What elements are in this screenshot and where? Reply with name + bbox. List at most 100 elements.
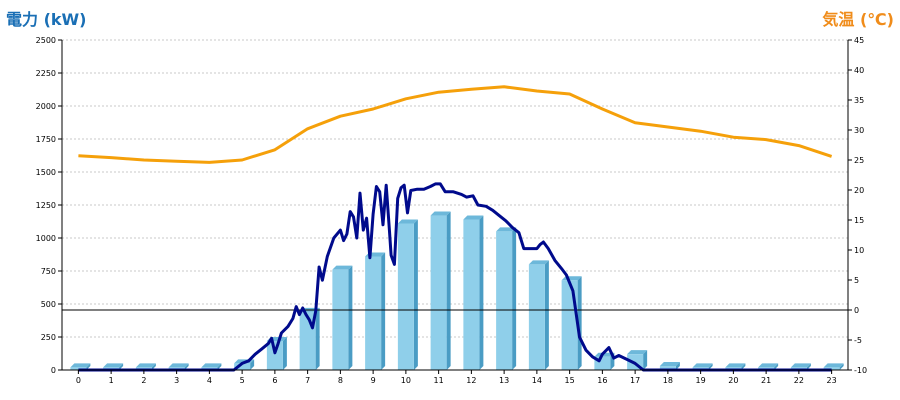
- x-tick-label: 10: [401, 376, 411, 385]
- right-tick-label: 40: [854, 66, 864, 75]
- bar-top: [135, 363, 156, 368]
- bar-side: [381, 252, 386, 370]
- bar-top: [594, 352, 615, 357]
- right-tick-label: 10: [854, 246, 864, 255]
- right-tick-label: -10: [854, 366, 867, 375]
- bar-side: [413, 219, 418, 370]
- right-axis-title: 気温 (℃): [822, 10, 894, 29]
- bar-side: [577, 276, 582, 370]
- right-tick-label: 20: [854, 186, 864, 195]
- bar-top: [430, 211, 451, 216]
- bar-top: [692, 363, 713, 368]
- left-tick-label: 1500: [36, 168, 56, 177]
- bar-front: [266, 340, 283, 370]
- right-tick-label: 0: [854, 306, 859, 315]
- x-tick-label: 7: [305, 376, 310, 385]
- x-tick-label: 4: [207, 376, 212, 385]
- bar: [266, 336, 287, 370]
- right-tick-label: 30: [854, 126, 864, 135]
- left-axis-title: 電力 (kW): [6, 10, 87, 29]
- bar-top: [725, 363, 746, 368]
- bar-top: [659, 362, 680, 367]
- bar: [365, 252, 386, 370]
- x-tick-label: 9: [371, 376, 376, 385]
- bar-top: [70, 363, 91, 368]
- bar-top: [790, 363, 811, 368]
- bar-side: [839, 363, 844, 370]
- x-tick-label: 13: [499, 376, 509, 385]
- bar-front: [561, 280, 578, 370]
- bar-side: [184, 363, 189, 370]
- x-tick-label: 19: [696, 376, 706, 385]
- bar-side: [151, 363, 156, 370]
- x-tick-label: 11: [434, 376, 444, 385]
- bar-front: [823, 367, 840, 370]
- x-tick-label: 5: [240, 376, 245, 385]
- bar-top: [168, 363, 189, 368]
- bar-side: [675, 362, 680, 370]
- bar-side: [774, 363, 779, 370]
- bar: [659, 362, 680, 370]
- bar-side: [315, 307, 320, 370]
- x-tick-label: 15: [565, 376, 575, 385]
- bar-front: [528, 264, 545, 370]
- left-tick-label: 2500: [36, 36, 56, 45]
- bar-top: [627, 350, 648, 355]
- x-tick-label: 3: [174, 376, 179, 385]
- bar-front: [496, 231, 513, 370]
- x-tick-label: 16: [597, 376, 607, 385]
- right-tick-label: 15: [854, 216, 864, 225]
- x-tick-label: 8: [338, 376, 343, 385]
- right-tick-label: 35: [854, 96, 864, 105]
- x-tick-label: 18: [663, 376, 673, 385]
- x-tick-label: 2: [141, 376, 146, 385]
- left-tick-label: 1000: [36, 234, 56, 243]
- bar-side: [250, 359, 255, 370]
- bar: [463, 215, 484, 370]
- x-tick-label: 0: [76, 376, 81, 385]
- bar-side: [512, 227, 517, 370]
- left-tick-label: 0: [51, 366, 56, 375]
- left-tick-label: 1250: [36, 201, 56, 210]
- bar-side: [86, 363, 91, 370]
- x-tick-label: 1: [109, 376, 114, 385]
- x-tick-label: 20: [728, 376, 738, 385]
- bar-front: [70, 367, 87, 370]
- bar: [430, 211, 451, 370]
- bar-top: [758, 363, 779, 368]
- x-tick-label: 21: [761, 376, 771, 385]
- right-tick-label: 5: [854, 276, 859, 285]
- left-tick-label: 500: [41, 300, 56, 309]
- bar-front: [430, 215, 447, 370]
- bar: [528, 260, 549, 370]
- bar-top: [397, 219, 418, 224]
- bar-top: [103, 363, 124, 368]
- bar: [397, 219, 418, 370]
- bar-top: [201, 363, 222, 368]
- bar-top: [823, 363, 844, 368]
- bar-side: [217, 363, 222, 370]
- power-line: [78, 182, 832, 372]
- x-tick-label: 17: [630, 376, 640, 385]
- left-tick-label: 2250: [36, 69, 56, 78]
- left-tick-label: 1750: [36, 135, 56, 144]
- x-tick-label: 23: [827, 376, 837, 385]
- right-tick-label: 25: [854, 156, 864, 165]
- x-tick-label: 6: [272, 376, 277, 385]
- bar-top: [528, 260, 549, 265]
- bar-side: [806, 363, 811, 370]
- temperature-line: [78, 85, 833, 164]
- right-tick-label: -5: [854, 336, 862, 345]
- bar-side: [348, 265, 353, 370]
- bar-front: [463, 219, 480, 370]
- x-tick-label: 12: [466, 376, 476, 385]
- left-tick-label: 250: [41, 333, 56, 342]
- bar-top: [332, 265, 353, 270]
- bar: [496, 227, 517, 370]
- bar-side: [643, 350, 648, 370]
- bar-front: [332, 269, 349, 370]
- bar-side: [544, 260, 549, 370]
- x-tick-label: 22: [794, 376, 804, 385]
- bar-side: [119, 363, 124, 370]
- bar-front: [234, 363, 251, 370]
